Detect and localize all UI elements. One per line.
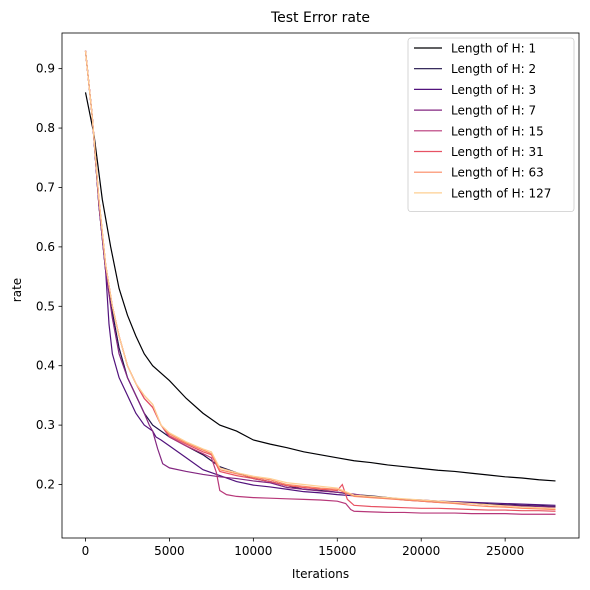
y-axis-title: rate — [10, 278, 24, 302]
legend-label-6: Length of H: 31 — [451, 145, 544, 159]
legend-label-4: Length of H: 7 — [451, 104, 536, 118]
legend-label-1: Length of H: 1 — [451, 42, 536, 56]
legend-label-8: Length of H: 127 — [451, 186, 551, 200]
y-tick-label: 0.4 — [36, 359, 55, 373]
x-tick-label: 0 — [82, 544, 90, 558]
legend-label-3: Length of H: 3 — [451, 83, 536, 97]
y-tick-label: 0.5 — [36, 299, 55, 313]
x-tick-label: 10000 — [234, 544, 272, 558]
y-tick-label: 0.8 — [36, 121, 55, 135]
plot-frame — [61, 32, 580, 539]
legend: Length of H: 1 Length of H: 2 Length of H:… — [407, 37, 575, 213]
x-tick-label: 5000 — [154, 544, 185, 558]
x-tick-label: 20000 — [402, 544, 440, 558]
y-tick-label: 0.3 — [36, 418, 55, 432]
legend-box — [407, 37, 575, 213]
legend-label-7: Length of H: 63 — [451, 166, 544, 180]
legend-label-5: Length of H: 15 — [451, 124, 544, 138]
series-line-1 — [84, 92, 556, 482]
series-line-8 — [84, 50, 556, 509]
x-tick-label: 15000 — [318, 544, 356, 558]
x-axis: 0 5000 10000 15000 20000 25000 — [82, 538, 524, 558]
y-tick-label: 0.2 — [36, 478, 55, 492]
x-tick-label: 25000 — [486, 544, 524, 558]
chart-title: Test Error rate — [270, 10, 370, 26]
y-tick-label: 0.7 — [36, 180, 55, 194]
plot-area — [61, 32, 580, 539]
y-tick-label: 0.6 — [36, 240, 55, 254]
y-tick-label: 0.9 — [36, 62, 55, 76]
x-axis-title: Iterations — [292, 567, 349, 581]
y-axis: 0.2 0.3 0.4 0.5 0.6 0.7 0.8 0.9 — [36, 62, 62, 492]
legend-label-2: Length of H: 2 — [451, 62, 536, 76]
